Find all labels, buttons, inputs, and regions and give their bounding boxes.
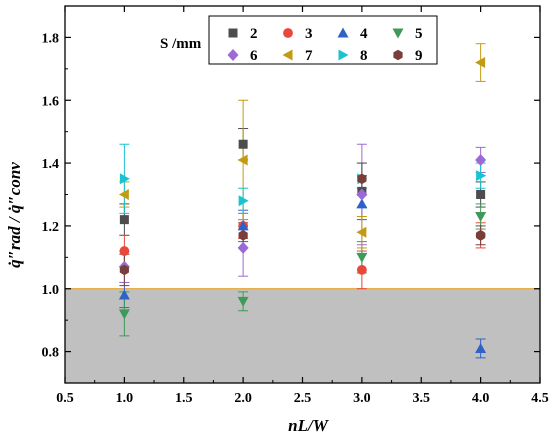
x-tick-label: 1.5 — [175, 391, 193, 406]
x-tick-label: 2.5 — [294, 391, 312, 406]
data-point-s8 — [476, 170, 487, 182]
legend-label: 4 — [360, 26, 368, 42]
x-tick-label: 4.5 — [531, 391, 549, 406]
data-point-s2 — [476, 190, 486, 199]
x-tick-label: 3.5 — [413, 391, 431, 406]
data-point-s6 — [237, 241, 249, 254]
legend-marker-s6 — [227, 49, 239, 61]
data-point-s5 — [475, 211, 487, 222]
data-point-s9 — [119, 264, 129, 276]
y-tick-label: 1.4 — [42, 157, 60, 172]
x-axis-title: nL/W — [288, 416, 330, 435]
data-point-s2 — [119, 215, 129, 225]
legend-marker-s4 — [337, 27, 349, 38]
legend-label: 6 — [250, 48, 258, 64]
legend-marker-s8 — [338, 49, 349, 61]
legend-marker-s3 — [283, 28, 293, 38]
legend-label: 9 — [415, 48, 423, 64]
data-point-s7 — [237, 154, 248, 166]
data-point-s8 — [238, 195, 249, 207]
data-point-s5 — [237, 296, 249, 307]
data-point-s6 — [475, 153, 487, 166]
data-point-s4 — [237, 220, 249, 231]
x-tick-label: 4.0 — [472, 391, 490, 406]
data-point-s4 — [475, 342, 487, 353]
legend-label: 8 — [360, 48, 368, 64]
y-tick-label: 1.2 — [42, 220, 60, 235]
y-tick-label: 0.8 — [42, 346, 60, 361]
data-point-s2 — [238, 139, 248, 149]
data-point-s4 — [118, 289, 130, 300]
x-tick-label: 2.0 — [234, 391, 252, 406]
legend-label: 2 — [250, 26, 258, 42]
y-axis-title: q̇″rad / q̇″conv — [5, 162, 24, 268]
legend-marker-s9 — [393, 49, 403, 61]
x-tick-label: 0.5 — [56, 391, 74, 406]
data-point-s7 — [356, 226, 367, 238]
data-point-s9 — [357, 173, 367, 185]
y-tick-label: 1.6 — [42, 94, 60, 109]
x-tick-label: 3.0 — [353, 391, 371, 406]
data-point-s9 — [476, 230, 486, 241]
data-point-s5 — [118, 309, 130, 320]
data-point-s3 — [356, 265, 367, 275]
x-tick-label: 1.0 — [116, 391, 134, 406]
data-point-s5 — [356, 252, 368, 263]
legend-box — [208, 15, 438, 65]
data-point-s4 — [356, 198, 368, 209]
data-point-s6 — [356, 188, 368, 201]
y-tick-label: 1.0 — [42, 283, 60, 298]
legend-marker-s5 — [392, 28, 404, 39]
legend-label: 7 — [305, 48, 313, 64]
legend-label: 5 — [415, 26, 423, 42]
data-point-s7 — [475, 57, 486, 69]
data-point-s3 — [119, 246, 130, 256]
y-tick-label: 1.8 — [42, 31, 60, 46]
legend: S /mm 2 3 4 5 6 7 8 9 — [160, 15, 438, 65]
legend-title: S /mm — [160, 36, 202, 52]
data-point-s8 — [119, 173, 130, 185]
legend-marker-s7 — [282, 49, 293, 61]
shaded-region — [65, 288, 540, 383]
legend-marker-s2 — [228, 28, 238, 38]
data-point-s9 — [238, 230, 248, 241]
data-point-s7 — [118, 189, 129, 200]
legend-label: 3 — [305, 26, 313, 42]
